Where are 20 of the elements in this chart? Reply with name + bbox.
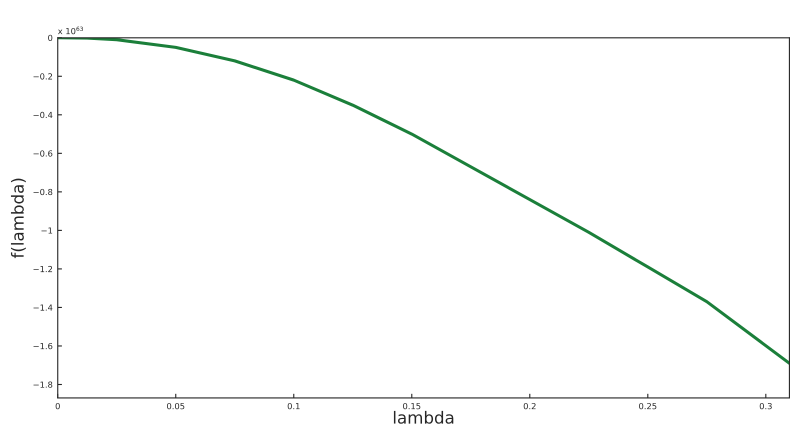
text: x 10$^{63}$ (58, 26, 83, 34)
x-tick-label: 0.15 (403, 402, 420, 410)
x-axis-title: lambda (394, 410, 454, 424)
y-tick-label: −0.8 (34, 188, 52, 196)
y-tick-label: −0.4 (34, 112, 52, 118)
y-tick-label: −1.4 (34, 304, 52, 311)
y-tick-label: −1 (41, 227, 52, 234)
x-tick-label: 0 (56, 402, 60, 410)
y-tick-label: −0.2 (34, 73, 52, 80)
y-tick-label: 0 (48, 34, 52, 42)
x-tick-label: 0.3 (760, 402, 772, 410)
x-tick-label: 0.05 (167, 402, 184, 410)
x-tick-label: 0.1 (288, 402, 300, 410)
y-axis-title: f(lambda) (10, 178, 26, 258)
y-tick-label: −1.8 (34, 381, 52, 388)
y-tick-label: −1.2 (34, 266, 52, 272)
x-tick-label: 0.2 (524, 402, 536, 410)
x-tick-label: 0.25 (639, 402, 656, 410)
y-tick-label: −1.6 (34, 342, 52, 350)
y-tick-label: −0.6 (34, 150, 52, 157)
